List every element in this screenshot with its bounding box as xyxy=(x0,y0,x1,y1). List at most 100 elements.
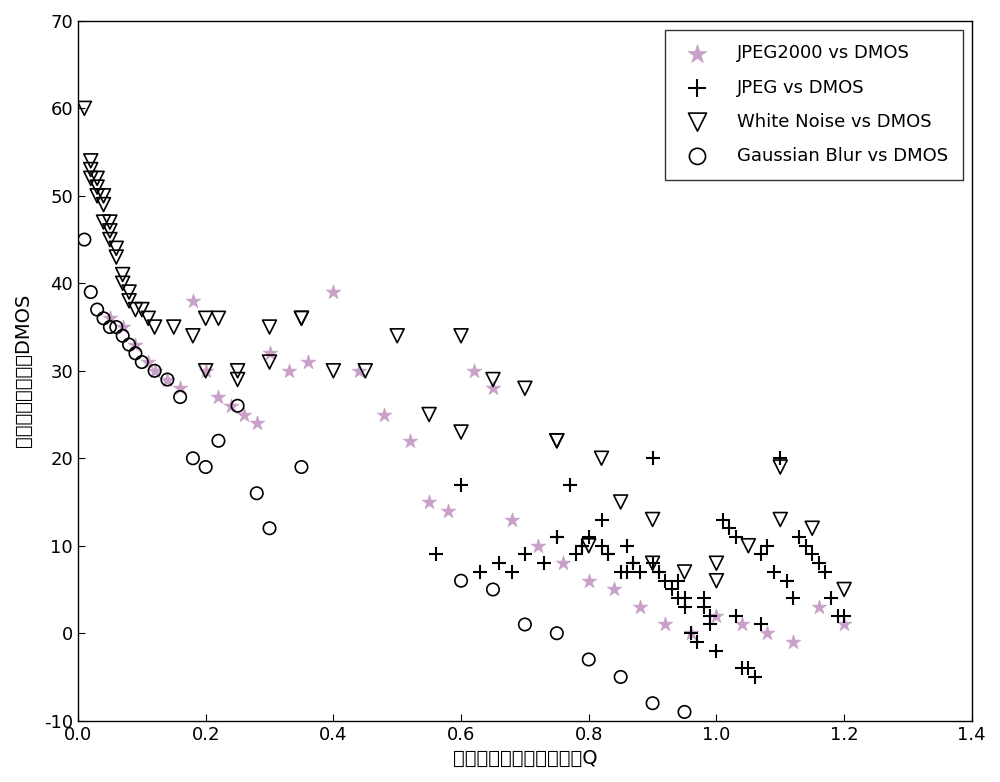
JPEG2000 vs DMOS xyxy=(115,321,131,333)
JPEG2000 vs DMOS xyxy=(223,400,239,412)
JPEG vs DMOS xyxy=(625,557,641,569)
JPEG vs DMOS xyxy=(696,601,712,613)
White Noise vs DMOS xyxy=(83,172,99,185)
Gaussian Blur vs DMOS xyxy=(613,671,629,683)
JPEG vs DMOS xyxy=(632,565,648,578)
JPEG2000 vs DMOS xyxy=(159,373,175,386)
JPEG vs DMOS xyxy=(600,548,616,561)
JPEG2000 vs DMOS xyxy=(785,636,801,648)
JPEG vs DMOS xyxy=(670,575,686,587)
Gaussian Blur vs DMOS xyxy=(76,233,92,246)
Gaussian Blur vs DMOS xyxy=(645,697,661,709)
JPEG2000 vs DMOS xyxy=(581,575,597,587)
JPEG2000 vs DMOS xyxy=(421,496,437,508)
Gaussian Blur vs DMOS xyxy=(230,400,246,412)
Gaussian Blur vs DMOS xyxy=(210,435,226,447)
White Noise vs DMOS xyxy=(121,295,137,307)
JPEG vs DMOS xyxy=(683,627,699,640)
JPEG vs DMOS xyxy=(594,540,610,552)
JPEG vs DMOS xyxy=(600,548,616,561)
JPEG vs DMOS xyxy=(517,548,533,561)
White Noise vs DMOS xyxy=(708,575,724,587)
JPEG vs DMOS xyxy=(728,531,744,543)
JPEG2000 vs DMOS xyxy=(632,601,648,613)
White Noise vs DMOS xyxy=(453,329,469,342)
Gaussian Blur vs DMOS xyxy=(453,575,469,587)
JPEG vs DMOS xyxy=(657,575,673,587)
JPEG2000 vs DMOS xyxy=(198,364,214,377)
White Noise vs DMOS xyxy=(127,303,143,316)
Gaussian Blur vs DMOS xyxy=(115,329,131,342)
White Noise vs DMOS xyxy=(485,373,501,386)
Gaussian Blur vs DMOS xyxy=(147,364,163,377)
White Noise vs DMOS xyxy=(836,583,852,596)
JPEG vs DMOS xyxy=(804,548,820,561)
White Noise vs DMOS xyxy=(453,425,469,438)
JPEG vs DMOS xyxy=(549,531,565,543)
White Noise vs DMOS xyxy=(421,408,437,421)
White Noise vs DMOS xyxy=(89,172,105,185)
JPEG vs DMOS xyxy=(428,548,444,561)
White Noise vs DMOS xyxy=(677,565,693,578)
JPEG2000 vs DMOS xyxy=(683,627,699,640)
JPEG2000 vs DMOS xyxy=(351,364,367,377)
JPEG vs DMOS xyxy=(766,565,782,578)
White Noise vs DMOS xyxy=(96,216,112,228)
JPEG vs DMOS xyxy=(670,592,686,604)
Legend: JPEG2000 vs DMOS, JPEG vs DMOS, White Noise vs DMOS, Gaussian Blur vs DMOS: JPEG2000 vs DMOS, JPEG vs DMOS, White No… xyxy=(665,30,963,180)
White Noise vs DMOS xyxy=(804,522,820,535)
White Noise vs DMOS xyxy=(549,435,565,447)
JPEG vs DMOS xyxy=(574,540,590,552)
White Noise vs DMOS xyxy=(772,461,788,473)
White Noise vs DMOS xyxy=(89,189,105,202)
JPEG2000 vs DMOS xyxy=(185,295,201,307)
White Noise vs DMOS xyxy=(108,251,124,264)
JPEG2000 vs DMOS xyxy=(249,417,265,429)
JPEG vs DMOS xyxy=(619,540,635,552)
JPEG2000 vs DMOS xyxy=(325,285,341,298)
JPEG vs DMOS xyxy=(708,644,724,657)
JPEG vs DMOS xyxy=(453,479,469,491)
Gaussian Blur vs DMOS xyxy=(121,339,137,351)
White Noise vs DMOS xyxy=(102,216,118,228)
JPEG2000 vs DMOS xyxy=(102,312,118,325)
JPEG vs DMOS xyxy=(594,513,610,526)
JPEG vs DMOS xyxy=(664,583,680,596)
JPEG vs DMOS xyxy=(581,531,597,543)
JPEG2000 vs DMOS xyxy=(281,364,297,377)
White Noise vs DMOS xyxy=(581,540,597,552)
JPEG vs DMOS xyxy=(836,609,852,622)
JPEG vs DMOS xyxy=(728,609,744,622)
JPEG2000 vs DMOS xyxy=(172,382,188,395)
X-axis label: 客观图像质量评价预测值Q: 客观图像质量评价预测值Q xyxy=(453,749,597,768)
JPEG vs DMOS xyxy=(811,557,827,569)
White Noise vs DMOS xyxy=(76,102,92,115)
JPEG2000 vs DMOS xyxy=(300,356,316,368)
JPEG vs DMOS xyxy=(568,548,584,561)
White Noise vs DMOS xyxy=(293,312,309,325)
White Noise vs DMOS xyxy=(134,303,150,316)
White Noise vs DMOS xyxy=(740,540,756,552)
Gaussian Blur vs DMOS xyxy=(262,522,278,535)
JPEG vs DMOS xyxy=(779,575,795,587)
JPEG vs DMOS xyxy=(472,565,488,578)
JPEG2000 vs DMOS xyxy=(530,540,546,552)
White Noise vs DMOS xyxy=(147,321,163,333)
JPEG vs DMOS xyxy=(689,636,705,648)
JPEG vs DMOS xyxy=(562,479,578,491)
White Noise vs DMOS xyxy=(83,155,99,167)
JPEG vs DMOS xyxy=(772,452,788,465)
JPEG vs DMOS xyxy=(645,452,661,465)
JPEG vs DMOS xyxy=(798,540,814,552)
JPEG vs DMOS xyxy=(574,540,590,552)
Gaussian Blur vs DMOS xyxy=(517,619,533,631)
JPEG vs DMOS xyxy=(734,662,750,674)
White Noise vs DMOS xyxy=(772,513,788,526)
JPEG2000 vs DMOS xyxy=(466,364,482,377)
JPEG vs DMOS xyxy=(619,565,635,578)
JPEG vs DMOS xyxy=(817,565,833,578)
Gaussian Blur vs DMOS xyxy=(185,452,201,465)
JPEG vs DMOS xyxy=(504,565,520,578)
Gaussian Blur vs DMOS xyxy=(96,312,112,325)
Gaussian Blur vs DMOS xyxy=(134,356,150,368)
